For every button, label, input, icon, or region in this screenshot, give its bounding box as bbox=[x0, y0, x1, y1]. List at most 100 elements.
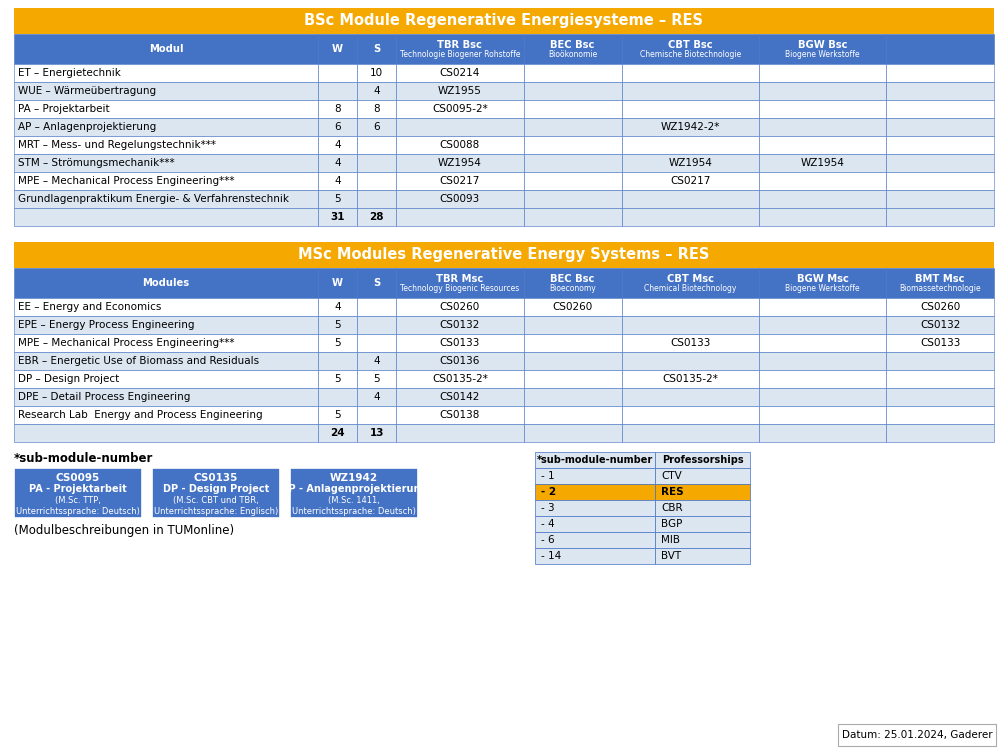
Bar bbox=[523, 208, 622, 226]
Bar bbox=[318, 316, 357, 334]
Bar bbox=[759, 316, 886, 334]
Text: 10: 10 bbox=[370, 68, 383, 78]
Bar bbox=[523, 334, 622, 352]
Text: CBT Msc: CBT Msc bbox=[666, 274, 714, 284]
Text: AP – Anlagenprojektierung: AP – Anlagenprojektierung bbox=[18, 122, 156, 132]
Bar bbox=[523, 100, 622, 118]
Bar bbox=[622, 208, 759, 226]
Text: 13: 13 bbox=[369, 428, 384, 438]
Bar bbox=[655, 452, 750, 468]
Text: MRT – Mess- und Regelungstechnik***: MRT – Mess- und Regelungstechnik*** bbox=[18, 140, 216, 150]
Bar bbox=[622, 370, 759, 388]
Bar bbox=[655, 500, 750, 516]
Bar bbox=[886, 424, 994, 442]
Text: PA - Projektarbeit: PA - Projektarbeit bbox=[29, 485, 127, 494]
Bar bbox=[886, 298, 994, 316]
Bar bbox=[759, 388, 886, 406]
Text: WZ1954: WZ1954 bbox=[800, 158, 845, 168]
Text: 8: 8 bbox=[373, 104, 380, 114]
Bar bbox=[318, 64, 357, 82]
Bar bbox=[318, 370, 357, 388]
Bar bbox=[655, 548, 750, 564]
Text: BMT Msc: BMT Msc bbox=[915, 274, 965, 284]
Text: Unterrichtssprache: Deutsch): Unterrichtssprache: Deutsch) bbox=[16, 507, 140, 516]
Bar bbox=[886, 136, 994, 154]
Text: *sub-module-number: *sub-module-number bbox=[14, 452, 153, 465]
Bar bbox=[396, 298, 523, 316]
Text: Bioökonomie: Bioökonomie bbox=[548, 50, 597, 59]
Text: 5: 5 bbox=[334, 320, 341, 330]
Text: S: S bbox=[373, 44, 380, 54]
Bar bbox=[886, 100, 994, 118]
Bar bbox=[318, 268, 357, 298]
Bar bbox=[886, 118, 994, 136]
Text: 5: 5 bbox=[373, 374, 380, 384]
Text: EE – Energy and Economics: EE – Energy and Economics bbox=[18, 302, 161, 312]
Text: WZ1942: WZ1942 bbox=[330, 473, 378, 483]
Bar bbox=[759, 100, 886, 118]
Bar bbox=[357, 34, 396, 64]
Bar bbox=[14, 136, 318, 154]
Text: WZ1942-2*: WZ1942-2* bbox=[660, 122, 720, 132]
Bar bbox=[622, 424, 759, 442]
Bar bbox=[886, 268, 994, 298]
Text: Chemical Biotechnology: Chemical Biotechnology bbox=[644, 284, 737, 293]
Bar bbox=[523, 64, 622, 82]
Bar bbox=[535, 452, 655, 468]
Bar bbox=[759, 190, 886, 208]
Bar bbox=[357, 388, 396, 406]
Text: S: S bbox=[373, 278, 380, 288]
Text: CS0133: CS0133 bbox=[920, 338, 961, 348]
Bar bbox=[14, 316, 318, 334]
Text: CS0133: CS0133 bbox=[670, 338, 711, 348]
Bar bbox=[357, 100, 396, 118]
Text: 5: 5 bbox=[334, 374, 341, 384]
Bar bbox=[14, 100, 318, 118]
Bar bbox=[357, 334, 396, 352]
Bar bbox=[759, 154, 886, 172]
Bar bbox=[622, 118, 759, 136]
Bar bbox=[318, 82, 357, 100]
Text: CS0093: CS0093 bbox=[439, 194, 480, 204]
Text: CS0260: CS0260 bbox=[439, 302, 480, 312]
Text: BEC Bsc: BEC Bsc bbox=[550, 39, 595, 49]
Bar bbox=[523, 370, 622, 388]
Bar bbox=[357, 268, 396, 298]
Text: 31: 31 bbox=[331, 212, 345, 222]
Bar bbox=[759, 64, 886, 82]
Text: Research Lab  Energy and Process Engineering: Research Lab Energy and Process Engineer… bbox=[18, 410, 263, 420]
Text: WZ1954: WZ1954 bbox=[668, 158, 712, 168]
Text: Biogene Werkstoffe: Biogene Werkstoffe bbox=[785, 284, 860, 293]
Bar bbox=[14, 334, 318, 352]
Bar bbox=[622, 34, 759, 64]
Bar bbox=[622, 406, 759, 424]
Bar bbox=[14, 172, 318, 190]
Text: EBR – Energetic Use of Biomass and Residuals: EBR – Energetic Use of Biomass and Resid… bbox=[18, 356, 259, 366]
Text: BGW Msc: BGW Msc bbox=[796, 274, 849, 284]
Text: Technologie Biogener Rohstoffe: Technologie Biogener Rohstoffe bbox=[399, 50, 520, 59]
Bar bbox=[622, 316, 759, 334]
Bar bbox=[759, 334, 886, 352]
Text: BSc Module Regenerative Energiesysteme – RES: BSc Module Regenerative Energiesysteme –… bbox=[304, 14, 704, 29]
Bar bbox=[759, 82, 886, 100]
Bar bbox=[152, 468, 280, 518]
Bar bbox=[759, 172, 886, 190]
Bar bbox=[886, 154, 994, 172]
Bar bbox=[318, 352, 357, 370]
Bar bbox=[622, 64, 759, 82]
Bar bbox=[759, 208, 886, 226]
Bar bbox=[535, 484, 655, 500]
Bar bbox=[759, 298, 886, 316]
Bar bbox=[396, 190, 523, 208]
Bar bbox=[535, 468, 655, 484]
Text: DPE – Detail Process Engineering: DPE – Detail Process Engineering bbox=[18, 392, 191, 402]
Text: 5: 5 bbox=[334, 194, 341, 204]
Text: CS0135-2*: CS0135-2* bbox=[662, 374, 718, 384]
Bar bbox=[357, 352, 396, 370]
Bar bbox=[886, 352, 994, 370]
Bar bbox=[14, 468, 142, 518]
Bar bbox=[357, 406, 396, 424]
Text: 4: 4 bbox=[334, 302, 341, 312]
Text: MPE – Mechanical Process Engineering***: MPE – Mechanical Process Engineering*** bbox=[18, 338, 235, 348]
Bar bbox=[886, 388, 994, 406]
